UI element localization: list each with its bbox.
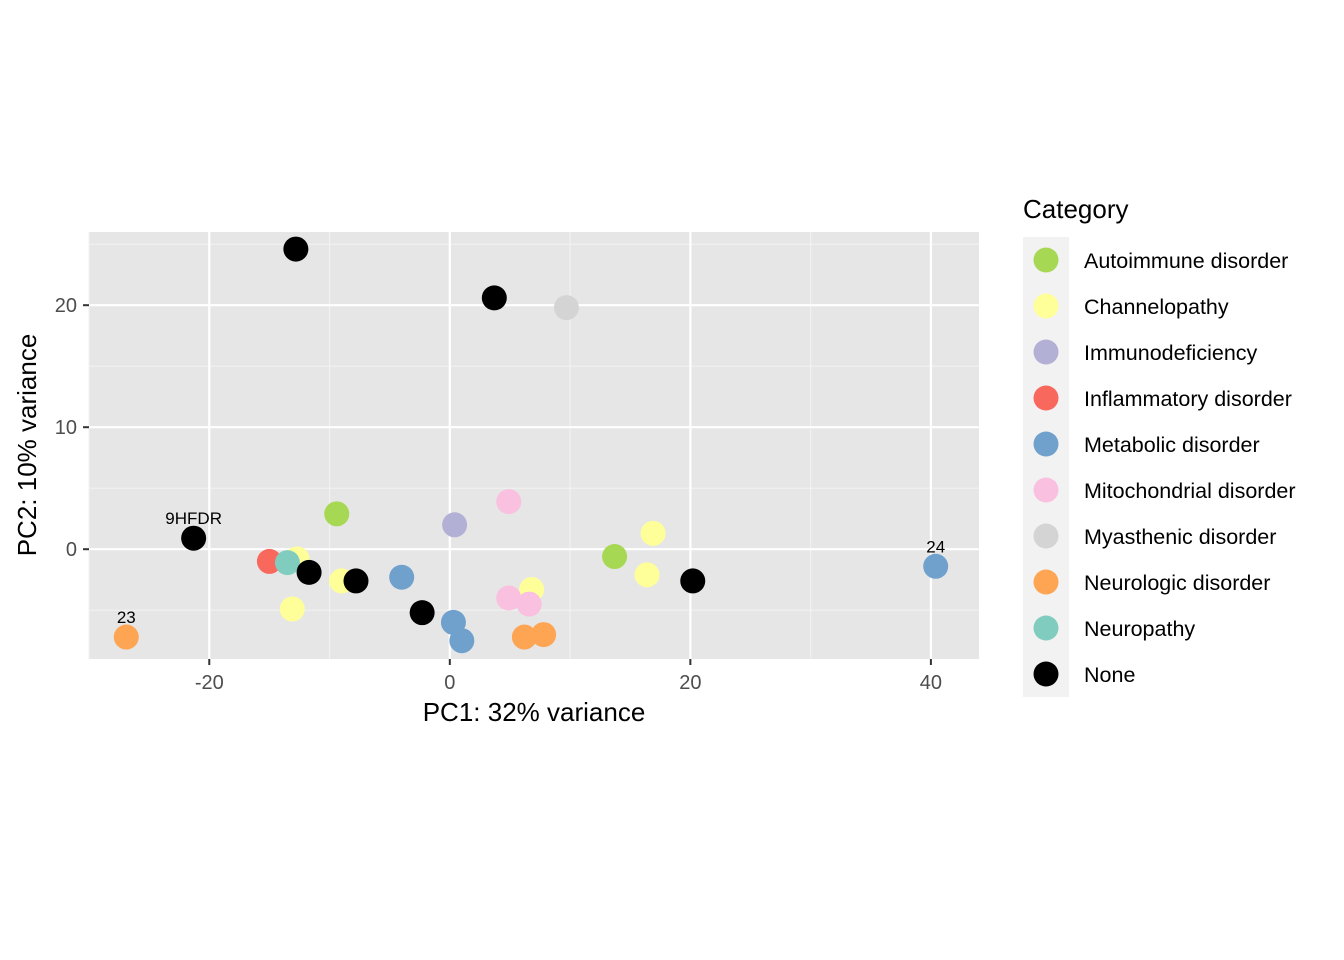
legend-label: Mitochondrial disorder	[1084, 479, 1296, 503]
data-point	[296, 559, 322, 585]
legend-key	[1033, 293, 1059, 319]
legend-label: Metabolic disorder	[1084, 433, 1260, 457]
data-point	[511, 624, 537, 650]
legend-key	[1033, 477, 1059, 503]
data-point	[923, 553, 949, 579]
legend-label: Immunodeficiency	[1084, 341, 1258, 365]
data-points	[113, 236, 949, 654]
data-point	[680, 568, 706, 594]
x-tick-label: -20	[195, 672, 224, 694]
legend-label: Channelopathy	[1084, 295, 1229, 319]
legend-key	[1033, 339, 1059, 365]
legend-label: Myasthenic disorder	[1084, 525, 1276, 549]
data-point	[553, 295, 579, 321]
legend-key	[1033, 431, 1059, 457]
legend-key	[1033, 569, 1059, 595]
x-tick-label: 20	[679, 672, 701, 694]
data-point	[496, 489, 522, 515]
data-point	[256, 548, 282, 574]
legend-key	[1033, 523, 1059, 549]
legend-title: Category	[1023, 194, 1129, 224]
legend-key	[1033, 385, 1059, 411]
y-tick-label: 0	[66, 539, 77, 561]
y-axis-title: PC2: 10% variance	[12, 334, 42, 557]
data-point	[531, 622, 557, 648]
data-point	[324, 501, 350, 527]
data-point	[181, 525, 207, 551]
data-point	[442, 512, 468, 538]
x-axis: -20 0 20 40	[195, 659, 942, 694]
point-label: 24	[926, 537, 945, 556]
data-point	[516, 591, 542, 617]
data-point	[634, 562, 660, 588]
data-point	[113, 624, 139, 650]
data-point	[449, 628, 475, 654]
data-point	[602, 544, 628, 570]
legend-key	[1033, 661, 1059, 687]
legend-label: None	[1084, 663, 1135, 687]
y-tick-label: 20	[55, 295, 77, 317]
data-point	[274, 550, 300, 576]
data-point	[409, 600, 435, 626]
legend-key	[1033, 247, 1059, 273]
point-label: 9HFDR	[165, 509, 222, 528]
data-point	[496, 585, 522, 611]
legend-label: Autoimmune disorder	[1084, 249, 1288, 273]
data-point	[343, 568, 369, 594]
y-tick-label: 10	[55, 417, 77, 439]
y-axis: 0 10 20	[55, 295, 89, 561]
legend-label: Neurologic disorder	[1084, 571, 1270, 595]
legend-key	[1033, 615, 1059, 641]
legend-label: Inflammatory disorder	[1084, 387, 1292, 411]
x-tick-label: 40	[920, 672, 942, 694]
data-point	[481, 285, 507, 311]
legend-label: Neuropathy	[1084, 617, 1195, 641]
data-point	[279, 596, 305, 622]
data-point	[389, 564, 415, 590]
legend: Category Autoimmune disorder Channelopath…	[1023, 194, 1296, 697]
x-tick-label: 0	[444, 672, 455, 694]
data-point	[283, 236, 309, 262]
point-labels: 24 23 9HFDR	[117, 509, 945, 627]
data-point	[640, 520, 666, 546]
point-label: 23	[117, 608, 136, 627]
x-axis-title: PC1: 32% variance	[423, 697, 646, 727]
